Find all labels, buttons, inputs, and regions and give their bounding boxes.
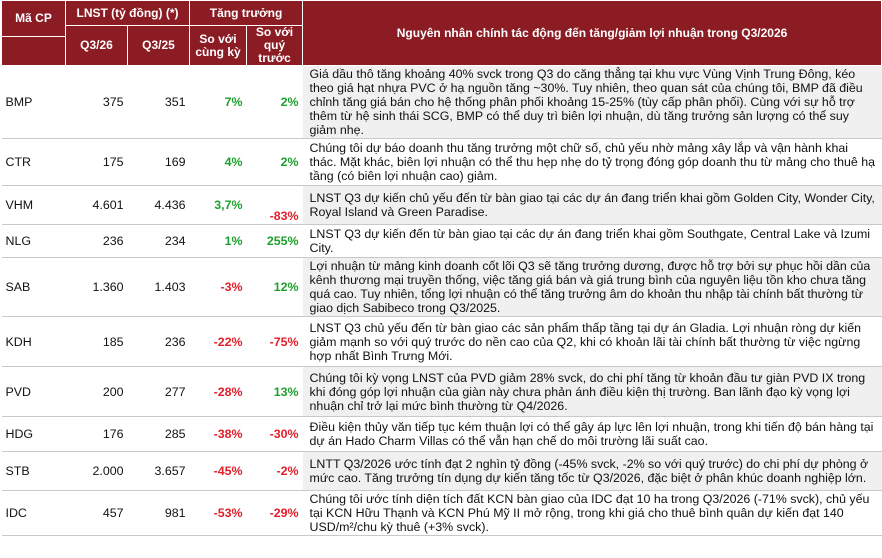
header-yoy: So với cùng kỳ [189, 25, 248, 66]
header-q3-25: Q3/25 [126, 25, 191, 66]
table-row: BMP 375 351 7% 2% Giá dầu thô tăng khoảng 40%… [1, 65, 882, 139]
row-q3-26: 375 [65, 65, 128, 139]
row-q3-26: 236 [65, 224, 128, 258]
row-qoq: -30% [246, 416, 303, 452]
row-yoy: 1% [189, 224, 247, 258]
table-row: CTR 175 169 4% 2% Chúng tôi dự báo doanh thu … [1, 138, 882, 186]
row-reason: LNST Q3 chủ yếu đến từ bàn giao các sản … [302, 316, 882, 367]
row-q3-25: 234 [127, 224, 190, 258]
row-reason: LNTT Q3/2026 ước tính đạt 2 nghìn tỷ đồn… [302, 451, 882, 491]
row-reason: Lợi nhuận từ mảng kinh doanh cốt lõi Q3 … [302, 257, 882, 317]
row-q3-25: 4.436 [127, 185, 190, 225]
row-yoy: -53% [189, 490, 247, 536]
row-qoq: -75% [246, 316, 303, 367]
row-q3-26: 185 [65, 316, 128, 367]
row-code: HDG [1, 416, 66, 452]
row-qoq: -83% [246, 185, 303, 225]
row-q3-25: 3.657 [127, 451, 190, 491]
table-row: VHM 4.601 4.436 3,7% -83% LNST Q3 dự kiến chủ… [1, 185, 882, 225]
row-reason: LNST Q3 dự kiến đến từ bàn giao tại các … [302, 224, 882, 258]
header-profit: LNST (tỷ đồng) (*) [64, 0, 191, 26]
row-q3-26: 175 [65, 138, 128, 186]
row-code: PVD [1, 366, 66, 417]
header-growth: Tăng trưởng [189, 0, 304, 26]
earnings-table: Mã CP LNST (tỷ đồng) (*) Tăng trưởng Ngu… [1, 0, 882, 536]
row-q3-25: 169 [127, 138, 190, 186]
row-qoq: 2% [246, 65, 303, 139]
row-q3-25: 277 [127, 366, 190, 417]
row-q3-26: 176 [65, 416, 128, 452]
row-q3-26: 1.360 [65, 257, 128, 317]
row-q3-25: 351 [127, 65, 190, 139]
table-row: STB 2.000 3.657 -45% -2% LNTT Q3/2026 ước tín… [1, 451, 882, 491]
row-code: CTR [1, 138, 66, 186]
row-reason: Chúng tôi kỳ vọng LNST của PVD giảm 28% … [302, 366, 882, 417]
row-yoy: 3,7% [189, 185, 247, 225]
header-qoq: So với quý trước [246, 25, 304, 66]
row-yoy: -38% [189, 416, 247, 452]
row-q3-25: 236 [127, 316, 190, 367]
header-code-spacer [1, 35, 66, 67]
row-qoq: 255% [246, 224, 303, 258]
table-row: HDG 176 285 -38% -30% Điều kiện thủy văn tiếp… [1, 416, 882, 452]
row-qoq: 12% [246, 257, 303, 317]
row-code: IDC [1, 490, 66, 536]
row-code: BMP [1, 65, 66, 139]
row-q3-25: 1.403 [127, 257, 190, 317]
row-yoy: -3% [189, 257, 247, 317]
header-code: Mã CP [1, 0, 66, 37]
row-q3-25: 981 [127, 490, 190, 536]
row-code: VHM [1, 185, 66, 225]
row-code: KDH [1, 316, 66, 367]
table-row: KDH 185 236 -22% -75% LNST Q3 chủ yếu đến từ … [1, 316, 882, 367]
row-reason: Điều kiện thủy văn tiếp tục kém thuận lợ… [302, 416, 882, 452]
row-code: NLG [1, 224, 66, 258]
row-q3-26: 4.601 [65, 185, 128, 225]
row-yoy: -22% [189, 316, 247, 367]
row-q3-25: 285 [127, 416, 190, 452]
row-reason: Giá dầu thô tăng khoảng 40% svck trong Q… [302, 65, 882, 139]
row-qoq: 13% [246, 366, 303, 417]
table-row: NLG 236 234 1% 255% LNST Q3 dự kiến đến từ bà… [1, 224, 882, 258]
row-q3-26: 457 [65, 490, 128, 536]
row-yoy: -45% [189, 451, 247, 491]
row-reason: Chúng tôi dự báo doanh thu tăng trưởng m… [302, 138, 882, 186]
row-yoy: -28% [189, 366, 247, 417]
row-q3-26: 2.000 [65, 451, 128, 491]
row-reason: LNST Q3 dự kiến chủ yếu đến từ bàn giao … [302, 185, 882, 225]
table-row: IDC 457 981 -53% -29% Chúng tôi ước tính diện… [1, 490, 882, 536]
row-qoq: -29% [246, 490, 303, 536]
table-row: PVD 200 277 -28% 13% Chúng tôi kỳ vọng LNST c… [1, 366, 882, 417]
row-reason: Chúng tôi ước tính diện tích đất KCN bàn… [302, 490, 882, 536]
header-q3-26: Q3/26 [65, 25, 128, 66]
row-q3-26: 200 [65, 366, 128, 417]
header-reason: Nguyên nhân chính tác động đến tăng/giảm… [302, 0, 882, 66]
row-code: SAB [1, 257, 66, 317]
row-yoy: 7% [189, 65, 247, 139]
row-qoq: 2% [246, 138, 303, 186]
row-code: STB [1, 451, 66, 491]
table-row: SAB 1.360 1.403 -3% 12% Lợi nhuận từ mảng kin… [1, 257, 882, 317]
row-yoy: 4% [189, 138, 247, 186]
row-qoq: -2% [246, 451, 303, 491]
